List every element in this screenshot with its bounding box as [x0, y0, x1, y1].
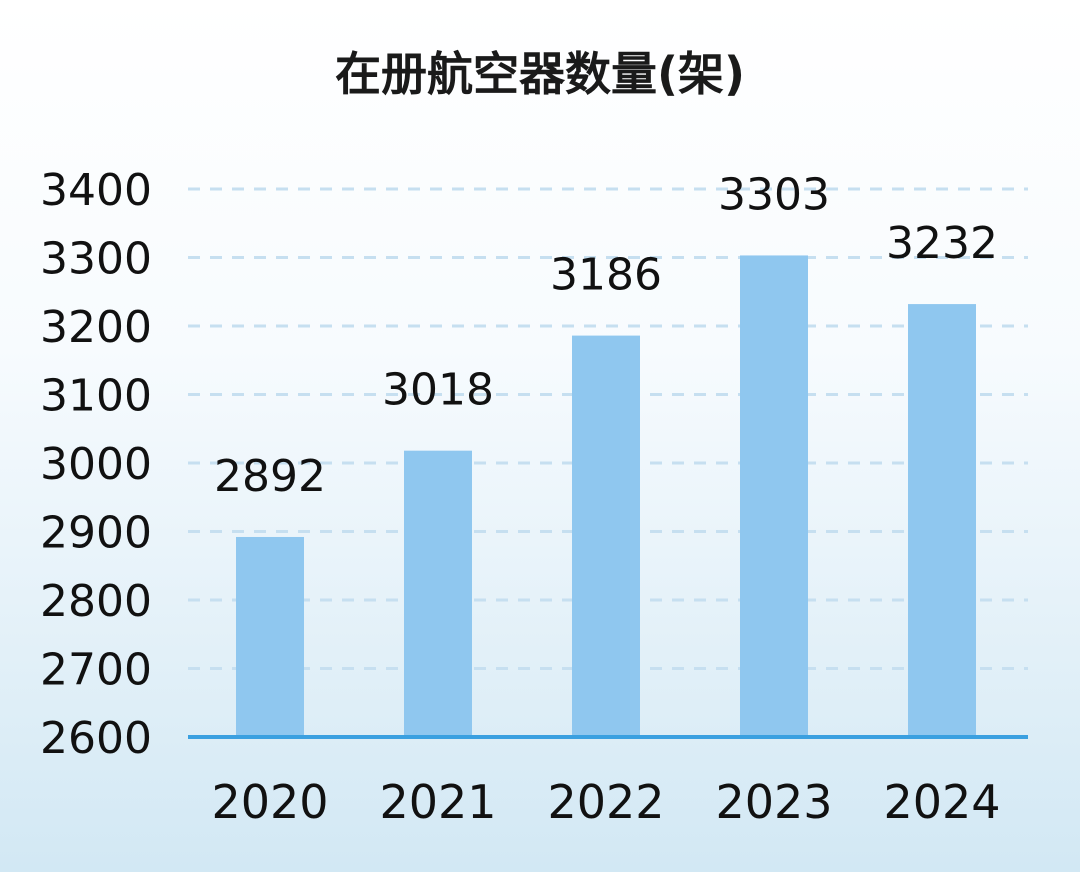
y-tick-label: 2600 [40, 713, 152, 764]
chart-title: 在册航空器数量(架) [335, 47, 745, 101]
data-label-2022: 3186 [550, 250, 662, 301]
y-axis-ticks: 2600 2700 2800 2900 3000 3100 3200 3300 3400 [40, 165, 152, 764]
x-tick-label-2022: 2022 [547, 775, 664, 829]
y-tick-label: 3100 [40, 371, 152, 422]
x-tick-label-2020: 2020 [211, 775, 328, 829]
bar-2022 [572, 335, 640, 737]
x-tick-label-2023: 2023 [715, 775, 832, 829]
data-label-2024: 3232 [886, 218, 998, 269]
x-tick-label-2024: 2024 [883, 775, 1000, 829]
y-tick-label: 2700 [40, 645, 152, 696]
y-tick-label: 3200 [40, 302, 152, 353]
y-tick-label: 2900 [40, 508, 152, 559]
bar-2020 [236, 536, 304, 737]
y-tick-label: 2800 [40, 576, 152, 627]
data-label-2023: 3303 [718, 169, 830, 220]
x-tick-label-2021: 2021 [379, 775, 496, 829]
bar-2021 [404, 450, 472, 737]
bars [236, 255, 976, 737]
data-labels: 2892 3018 3186 3303 3232 [214, 169, 998, 502]
bar-2024 [908, 304, 976, 737]
y-tick-label: 3400 [40, 165, 152, 216]
data-label-2020: 2892 [214, 451, 326, 502]
y-tick-label: 3300 [40, 234, 152, 285]
bar-2023 [740, 255, 808, 737]
y-tick-label: 3000 [40, 439, 152, 490]
x-axis-ticks: 2020 2021 2022 2023 2024 [211, 775, 1000, 829]
data-label-2021: 3018 [382, 365, 494, 416]
